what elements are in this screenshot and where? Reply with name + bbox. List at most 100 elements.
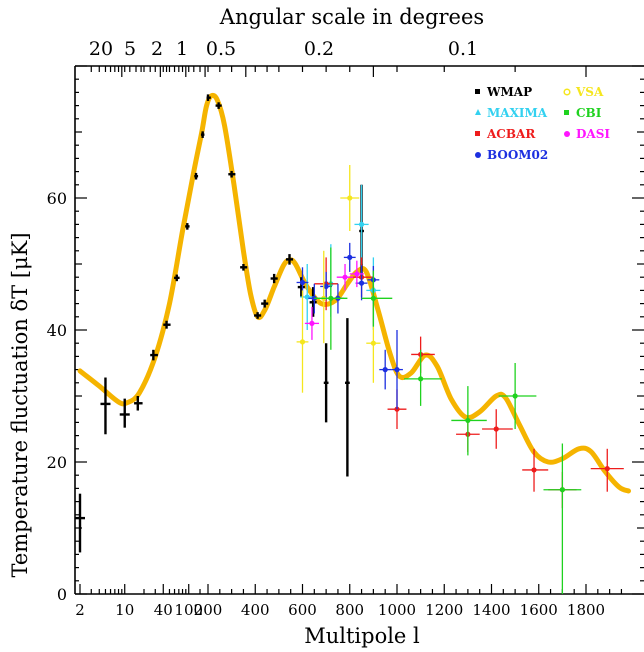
data-point-wmap xyxy=(345,318,350,477)
top-tick-label: 5 xyxy=(124,38,136,60)
data-marker xyxy=(358,221,365,227)
data-marker xyxy=(347,254,353,260)
data-point-wmap xyxy=(254,312,262,319)
x-tick-label: 200 xyxy=(194,601,223,619)
legend-label: BOOM02 xyxy=(487,148,548,162)
data-marker xyxy=(604,466,610,472)
data-point-boom02 xyxy=(320,271,333,301)
y-tick-label: 20 xyxy=(47,453,67,472)
data-point-wmap xyxy=(261,299,269,308)
data-point-vsa xyxy=(340,165,360,231)
x-tick-label: 100 xyxy=(174,601,203,619)
data-marker xyxy=(418,376,424,382)
top-tick-label: 2 xyxy=(151,38,163,60)
data-marker xyxy=(299,339,306,345)
data-marker xyxy=(394,367,400,373)
data-point-cbi xyxy=(543,443,582,594)
legend-item-maxima: MAXIMA xyxy=(475,106,548,120)
data-point-wmap xyxy=(206,94,211,101)
legend-marker xyxy=(564,110,569,115)
data-point-cbi xyxy=(361,270,393,327)
legend-label: VSA xyxy=(575,85,604,99)
top-tick-label: 1 xyxy=(176,38,188,60)
series-wmap xyxy=(75,94,364,553)
data-marker xyxy=(347,195,353,201)
legend-marker xyxy=(475,109,481,115)
x-tick-label: 1200 xyxy=(425,601,463,619)
data-marker xyxy=(559,487,565,493)
series-acbar xyxy=(314,257,624,509)
data-point-dasi xyxy=(349,260,364,288)
data-point-wmap xyxy=(200,131,205,138)
data-marker xyxy=(512,393,518,399)
top-tick-label: 0.2 xyxy=(304,38,334,60)
x-tick-label: 1800 xyxy=(567,601,605,619)
legend-label: DASI xyxy=(576,127,610,141)
model-curve xyxy=(77,92,631,494)
data-point-maxima xyxy=(354,184,369,264)
x-tick-label: 800 xyxy=(335,601,364,619)
legend-marker xyxy=(564,131,570,137)
data-point-wmap xyxy=(150,349,158,361)
data-marker xyxy=(531,467,537,473)
data-point-boom02 xyxy=(343,242,356,272)
y-tick-label: 0 xyxy=(57,585,67,604)
y-axis-title: Temperature fluctuation δT [μK] xyxy=(8,232,32,577)
data-marker xyxy=(342,274,348,280)
data-marker xyxy=(328,295,334,301)
data-marker xyxy=(323,283,329,290)
data-marker xyxy=(370,295,376,301)
data-point-wmap xyxy=(194,172,199,180)
x-tick-label: 1400 xyxy=(472,601,510,619)
legend-marker xyxy=(475,152,481,158)
data-point-wmap xyxy=(240,264,248,271)
data-point-boom02 xyxy=(379,349,392,390)
x-tick-label: 2 xyxy=(75,601,85,619)
data-marker xyxy=(354,271,360,277)
data-point-dasi xyxy=(304,306,320,340)
data-point-wmap xyxy=(134,396,143,411)
data-marker xyxy=(309,320,315,326)
x-tick-label: 1600 xyxy=(520,601,558,619)
data-point-cbi xyxy=(404,349,442,406)
x-tick-label: 1000 xyxy=(378,601,416,619)
series-cbi xyxy=(314,247,582,594)
data-point-wmap xyxy=(174,274,180,282)
legend-label: WMAP xyxy=(486,85,532,99)
data-point-vsa xyxy=(296,290,309,393)
data-marker xyxy=(465,417,471,424)
legend-item-cbi: CBI xyxy=(564,106,602,120)
legend-label: MAXIMA xyxy=(487,106,548,120)
data-point-cbi xyxy=(451,386,487,456)
data-point-wmap xyxy=(163,320,171,329)
data-point-acbar xyxy=(590,448,624,492)
legend-item-vsa: VSA xyxy=(563,85,604,99)
x-tick-label: 40 xyxy=(154,601,173,619)
data-points-layer xyxy=(75,94,624,594)
data-point-wmap xyxy=(323,343,329,423)
top-tick-label: 0.1 xyxy=(448,38,478,60)
top-axis-title: Angular scale in degrees xyxy=(219,5,484,29)
data-marker xyxy=(493,426,499,432)
top-tick-label: 0.5 xyxy=(206,38,236,60)
x-axis-title: Multipole l xyxy=(304,624,420,648)
data-point-wmap xyxy=(185,223,190,230)
data-marker xyxy=(358,280,365,286)
legend-marker xyxy=(475,89,480,94)
data-point-boom02 xyxy=(391,330,403,410)
plot-axes xyxy=(74,65,644,595)
data-point-wmap xyxy=(100,377,111,435)
data-point-wmap xyxy=(309,287,317,317)
legend-label: CBI xyxy=(576,106,602,120)
series-dasi xyxy=(304,260,364,340)
legend: WMAP MAXIMA ACBAR BOOM02 VSA CBI DASI xyxy=(475,85,610,162)
legend-label: ACBAR xyxy=(486,127,536,141)
data-point-cbi xyxy=(314,247,348,350)
data-point-wmap xyxy=(270,273,278,284)
data-point-boom02 xyxy=(355,265,368,301)
data-point-wmap xyxy=(285,254,294,265)
data-marker xyxy=(370,340,376,346)
data-point-acbar xyxy=(482,409,513,449)
